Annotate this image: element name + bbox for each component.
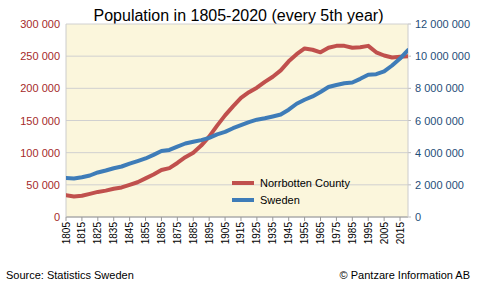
y-tick-label: 250 000 <box>20 50 60 62</box>
x-tick-label: 1985 <box>347 222 358 245</box>
x-tick-label: 1815 <box>76 222 87 245</box>
copyright-note: © Pantzare Information AB <box>340 269 470 281</box>
x-tick <box>384 217 385 221</box>
legend-swatch <box>232 181 254 185</box>
x-tick-label: 1835 <box>108 222 119 245</box>
x-tick <box>240 217 241 221</box>
plot-background <box>66 24 408 217</box>
x-tick-label: 1875 <box>172 222 183 245</box>
x-tick <box>177 217 178 221</box>
x-tick <box>129 217 130 221</box>
x-tick <box>97 217 98 221</box>
x-tick-label: 1885 <box>188 222 199 245</box>
x-tick <box>225 217 226 221</box>
x-tick-label: 1935 <box>267 222 278 245</box>
x-tick <box>193 217 194 221</box>
x-tick-label: 1995 <box>363 222 374 245</box>
x-tick-label: 1825 <box>92 222 103 245</box>
x-tick-label: 1925 <box>251 222 262 245</box>
series-line <box>66 50 408 178</box>
x-tick <box>113 217 114 221</box>
x-tick <box>336 217 337 221</box>
x-tick <box>288 217 289 221</box>
x-tick <box>256 217 257 221</box>
y-tick-label: 100 000 <box>20 147 60 159</box>
y2-tick-label: 12 000 000 <box>415 18 470 30</box>
x-tick-label: 1955 <box>299 222 310 245</box>
chart: Population in 1805-2020 (every 5th year)… <box>0 0 477 285</box>
y2-tick-label: 4 000 000 <box>415 147 464 159</box>
y2-tick-label: 2 000 000 <box>415 179 464 191</box>
x-tick <box>304 217 305 221</box>
x-tick-label: 1845 <box>124 222 135 245</box>
grid-line <box>66 217 408 218</box>
title: Population in 1805-2020 (every 5th year) <box>94 7 384 24</box>
x-tick <box>272 217 273 221</box>
x-tick-label: 2005 <box>379 222 390 245</box>
source-note: Source: Statistics Sweden <box>6 269 134 281</box>
x-tick <box>209 217 210 221</box>
x-tick-label: 1975 <box>331 222 342 245</box>
y-tick-label: 300 000 <box>20 18 60 30</box>
x-tick <box>400 217 401 221</box>
grid-line <box>66 88 408 89</box>
x-tick-label: 2015 <box>395 222 406 245</box>
x-tick <box>145 217 146 221</box>
y-tick-label: 50 000 <box>26 179 60 191</box>
x-tick-label: 1805 <box>61 222 72 245</box>
y-tick-label: 200 000 <box>20 82 60 94</box>
grid-line <box>66 56 408 57</box>
y2-tick-label: 8 000 000 <box>415 82 464 94</box>
series-line <box>66 46 408 197</box>
x-tick <box>66 217 67 221</box>
legend-label: Sweden <box>260 194 300 206</box>
x-tick-label: 1865 <box>156 222 167 245</box>
y2-tick-label: 10 000 000 <box>415 50 470 62</box>
grid-line <box>66 120 408 121</box>
x-tick <box>161 217 162 221</box>
x-tick-label: 1905 <box>220 222 231 245</box>
x-tick-label: 1945 <box>283 222 294 245</box>
y-axis <box>66 24 67 217</box>
y-tick-label: 0 <box>54 211 60 223</box>
y-tick-label: 150 000 <box>20 115 60 127</box>
x-tick-label: 1915 <box>235 222 246 245</box>
x-tick-label: 1965 <box>315 222 326 245</box>
x-tick-label: 1855 <box>140 222 151 245</box>
x-tick <box>320 217 321 221</box>
x-tick <box>81 217 82 221</box>
grid-line <box>66 24 408 25</box>
y2-tick-label: 6 000 000 <box>415 115 464 127</box>
x-axis <box>66 217 408 218</box>
grid-line <box>66 152 408 153</box>
legend-swatch <box>232 198 254 202</box>
x-tick <box>368 217 369 221</box>
y2-tick-label: 0 <box>415 211 421 223</box>
plot-lines <box>66 46 408 197</box>
legend-label: Norrbotten County <box>260 177 350 189</box>
x-tick-label: 1895 <box>204 222 215 245</box>
x-tick <box>352 217 353 221</box>
